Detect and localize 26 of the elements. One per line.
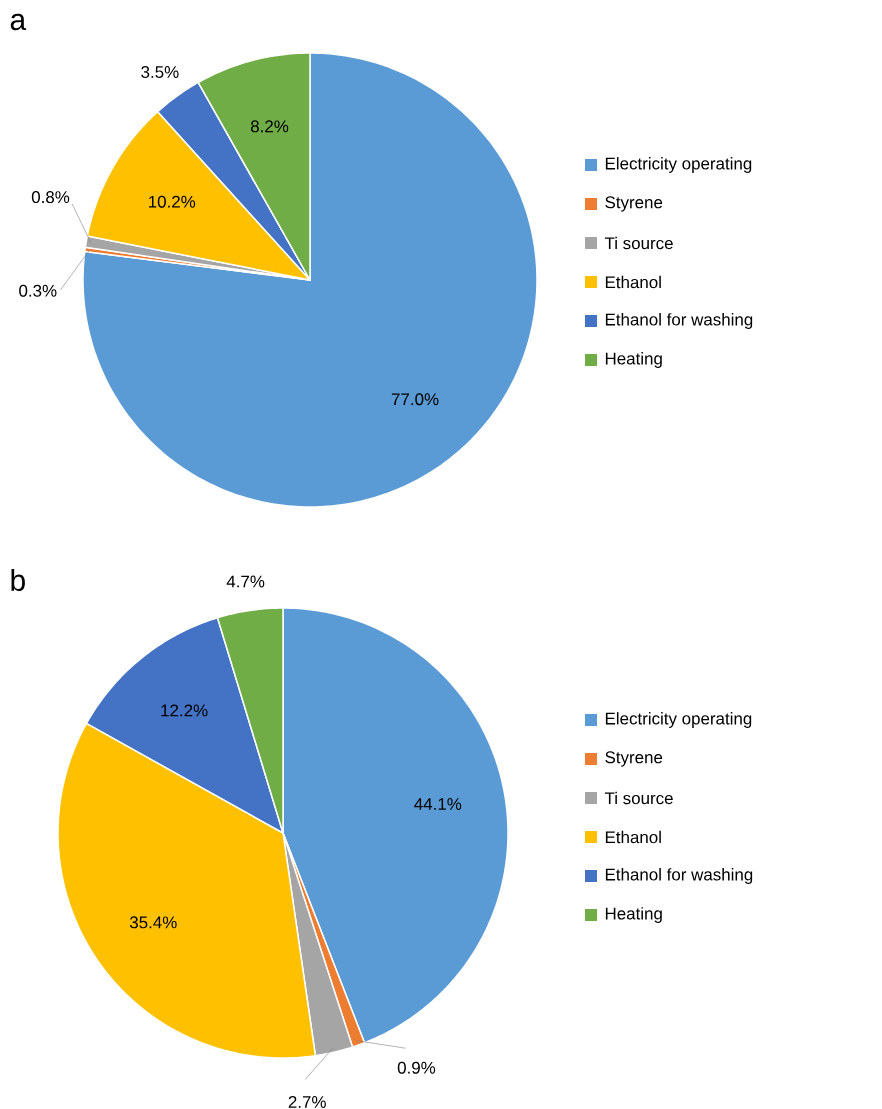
- legend-label: Styrene: [605, 751, 663, 767]
- data-label: 77.0%: [391, 393, 439, 406]
- legend-label: Ethanol: [605, 275, 661, 289]
- data-label: 4.7%: [226, 575, 265, 588]
- legend-label: Heating: [605, 907, 662, 923]
- data-label: 0.3%: [19, 284, 57, 297]
- data-label: 12.2%: [161, 704, 208, 717]
- data-label: 0.8%: [31, 191, 70, 204]
- legend-label: Styrene: [605, 196, 663, 212]
- data-label: 8.2%: [250, 120, 289, 133]
- data-label: 2.7%: [288, 1095, 326, 1108]
- data-label: 44.1%: [414, 798, 462, 810]
- legend-label: Ti source: [604, 236, 673, 250]
- legend-label: Heating: [605, 352, 662, 368]
- legend-label: Electricity operating: [605, 712, 752, 728]
- legend-label: Ethanol: [605, 830, 661, 844]
- data-label: 35.4%: [129, 916, 177, 929]
- legend-label: Ethanol for washing: [605, 868, 753, 884]
- chart-title: b: [11, 569, 25, 591]
- legend-label: Electricity operating: [605, 157, 752, 173]
- legend-label: Ti source: [604, 791, 673, 805]
- data-label: 10.2%: [149, 195, 196, 208]
- chart-title: a: [10, 13, 27, 31]
- legend-label: Ethanol for washing: [605, 313, 753, 329]
- data-label: 3.5%: [141, 66, 179, 78]
- data-label: 0.9%: [397, 1061, 436, 1074]
